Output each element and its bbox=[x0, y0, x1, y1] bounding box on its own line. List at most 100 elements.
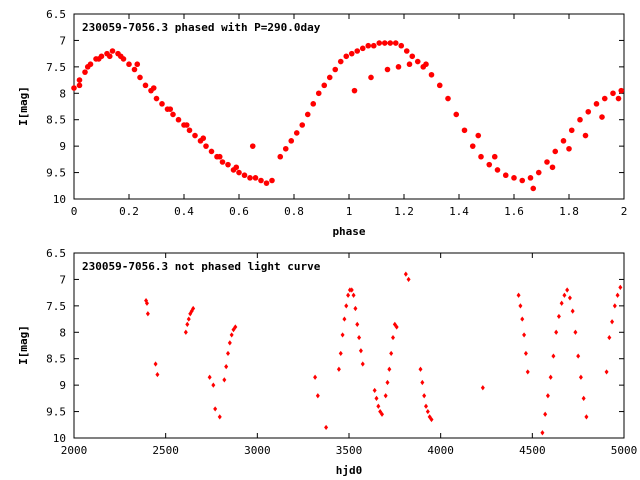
unphased-data-point bbox=[224, 364, 229, 370]
phased-data-point bbox=[258, 177, 264, 184]
phased-data-point bbox=[568, 127, 575, 134]
phased-data-point bbox=[409, 53, 416, 60]
phased-data-point bbox=[167, 106, 174, 112]
unphased-data-point bbox=[559, 300, 564, 306]
unphased-y-tick-label: 7 bbox=[59, 273, 66, 286]
phased-data-point bbox=[76, 82, 83, 89]
phased-data-point bbox=[299, 122, 306, 128]
unphased-data-point bbox=[355, 321, 360, 327]
phased-x-tick-label: 1.8 bbox=[559, 205, 579, 218]
unphased-data-point bbox=[344, 303, 349, 309]
phased-data-point bbox=[392, 40, 399, 46]
phased-data-point bbox=[552, 148, 559, 155]
unphased-data-point bbox=[342, 316, 347, 322]
phased-data-point bbox=[560, 138, 567, 144]
phased-data-point bbox=[106, 53, 113, 60]
phased-data-point bbox=[203, 143, 209, 149]
phased-data-point bbox=[414, 58, 421, 65]
phased-data-point bbox=[348, 50, 355, 57]
phased-data-point bbox=[241, 172, 248, 179]
unphased-data-point bbox=[186, 316, 191, 322]
unphased-data-point bbox=[315, 393, 320, 399]
unphased-plot-title: 230059-7056.3 not phased light curve bbox=[82, 260, 321, 273]
unphased-data-point bbox=[420, 379, 425, 386]
unphased-y-tick-label: 9 bbox=[59, 379, 66, 392]
phased-data-point bbox=[469, 143, 476, 149]
unphased-data-point bbox=[229, 332, 234, 338]
phased-data-point bbox=[615, 95, 622, 102]
unphased-data-point bbox=[360, 361, 365, 367]
phased-data-point bbox=[150, 85, 157, 91]
unphased-data-point bbox=[340, 332, 345, 338]
unphased-data-point bbox=[618, 284, 623, 290]
phased-data-point bbox=[109, 48, 116, 54]
phased-data-point bbox=[354, 48, 361, 54]
unphased-data-point bbox=[351, 292, 356, 298]
phased-data-point bbox=[566, 145, 572, 152]
phased-data-point bbox=[332, 66, 339, 73]
unphased-data-point bbox=[406, 276, 411, 283]
phased-plot-frame bbox=[73, 13, 625, 200]
phased-data-point bbox=[502, 172, 509, 179]
unphased-y-tick-label: 6.5 bbox=[46, 247, 66, 260]
unphased-y-tick-label: 9.5 bbox=[46, 406, 66, 419]
unphased-data-point bbox=[551, 353, 556, 359]
unphased-data-point bbox=[389, 350, 394, 357]
phased-data-point bbox=[321, 82, 328, 89]
phased-data-point bbox=[384, 66, 391, 73]
phased-data-point bbox=[288, 138, 295, 144]
unphased-data-point bbox=[336, 366, 341, 372]
phased-x-tick-label: 1.6 bbox=[504, 205, 524, 218]
unphased-x-tick-label: 3000 bbox=[244, 444, 271, 457]
phased-data-point bbox=[343, 53, 350, 60]
unphased-data-point bbox=[346, 292, 351, 298]
phased-data-point bbox=[461, 127, 468, 134]
unphased-data-point bbox=[615, 292, 620, 298]
unphased-data-point bbox=[523, 350, 528, 357]
phased-data-point bbox=[486, 161, 493, 168]
phased-data-point bbox=[263, 180, 270, 186]
phased-data-point bbox=[618, 87, 625, 94]
phased-data-point bbox=[376, 40, 383, 46]
unphased-panel: 230059-7056.3 not phased light curve hjd… bbox=[17, 247, 637, 477]
unphased-data-point bbox=[387, 366, 392, 372]
phased-data-point bbox=[159, 101, 165, 107]
phased-data-point bbox=[445, 95, 451, 102]
phased-y-tick-label: 9 bbox=[59, 140, 66, 153]
unphased-data-point bbox=[153, 361, 158, 367]
phased-data-point bbox=[494, 167, 501, 173]
unphased-data-point bbox=[562, 292, 567, 298]
unphased-data-point bbox=[155, 371, 160, 378]
phased-data-point bbox=[593, 101, 600, 107]
phased-data-point bbox=[387, 40, 394, 46]
unphased-plot-frame bbox=[73, 252, 625, 439]
unphased-data-point bbox=[567, 295, 572, 301]
unphased-data-point bbox=[525, 369, 530, 375]
phased-data-point bbox=[82, 69, 88, 75]
unphased-data-point bbox=[516, 292, 521, 298]
phased-data-point bbox=[249, 143, 256, 149]
phased-y-tick-label: 7 bbox=[59, 34, 66, 47]
unphased-data-point bbox=[213, 406, 218, 412]
unphased-data-point bbox=[391, 334, 395, 341]
phased-x-tick-label: 1 bbox=[346, 205, 353, 218]
unphased-x-axis-label: hjd0 bbox=[336, 464, 363, 477]
unphased-data-point bbox=[418, 366, 423, 372]
phased-data-point bbox=[453, 111, 460, 118]
phased-data-point bbox=[200, 135, 207, 142]
unphased-data-point bbox=[543, 411, 548, 417]
unphased-data-point bbox=[429, 416, 434, 423]
phased-data-point bbox=[310, 101, 317, 107]
phased-data-point bbox=[577, 116, 583, 123]
unphased-data-point bbox=[565, 287, 570, 293]
unphased-data-point bbox=[424, 403, 428, 409]
unphased-data-point bbox=[610, 319, 615, 325]
unphased-x-tick-label: 3500 bbox=[336, 444, 363, 457]
unphased-data-point bbox=[226, 350, 230, 357]
unphased-data-point bbox=[338, 350, 343, 357]
unphased-data-point bbox=[403, 271, 408, 277]
phased-panel: 230059-7056.3 phased with P=290.0day pha… bbox=[17, 8, 627, 238]
phased-data-point bbox=[315, 90, 322, 97]
phased-data-point bbox=[403, 48, 410, 54]
phased-y-tick-label: 7.5 bbox=[46, 61, 66, 74]
